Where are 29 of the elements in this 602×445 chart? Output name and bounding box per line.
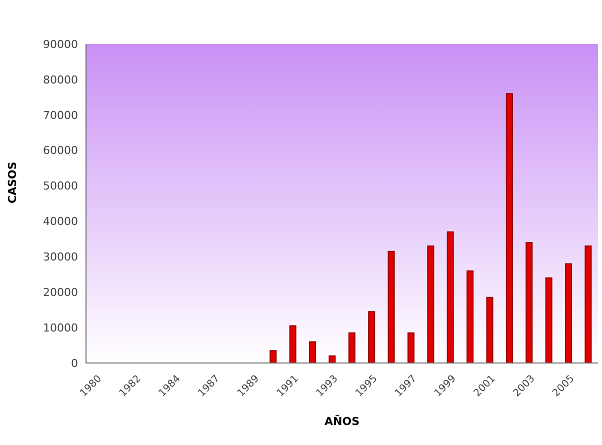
bar: [584, 246, 592, 363]
y-tick-label: 10000: [43, 321, 78, 334]
y-tick-label: 70000: [43, 108, 78, 122]
y-tick-label: 40000: [43, 215, 78, 228]
bar: [446, 231, 454, 363]
bar: [486, 296, 494, 363]
bar: [348, 332, 356, 363]
bar: [526, 242, 533, 363]
y-tick-label: 0: [71, 356, 78, 370]
bar: [289, 325, 296, 363]
bar: [407, 332, 414, 363]
bar: [388, 250, 395, 363]
bar: [565, 263, 572, 363]
bar: [466, 270, 474, 363]
bar: [506, 93, 513, 363]
y-tick-label: 20000: [43, 286, 78, 300]
bar: [545, 277, 552, 363]
bar: [368, 311, 376, 363]
x-axis-title: AÑOS: [324, 414, 360, 428]
y-tick-label: 90000: [43, 38, 78, 51]
bar: [427, 246, 434, 363]
bar: [328, 355, 336, 363]
y-tick-label: 80000: [43, 73, 78, 86]
bar: [270, 350, 277, 363]
y-axis-title: CASOS: [6, 162, 19, 204]
y-tick-label: 50000: [43, 180, 78, 193]
y-tick-label: 60000: [43, 144, 78, 158]
y-tick-label: 30000: [43, 250, 78, 264]
bar: [309, 341, 316, 363]
